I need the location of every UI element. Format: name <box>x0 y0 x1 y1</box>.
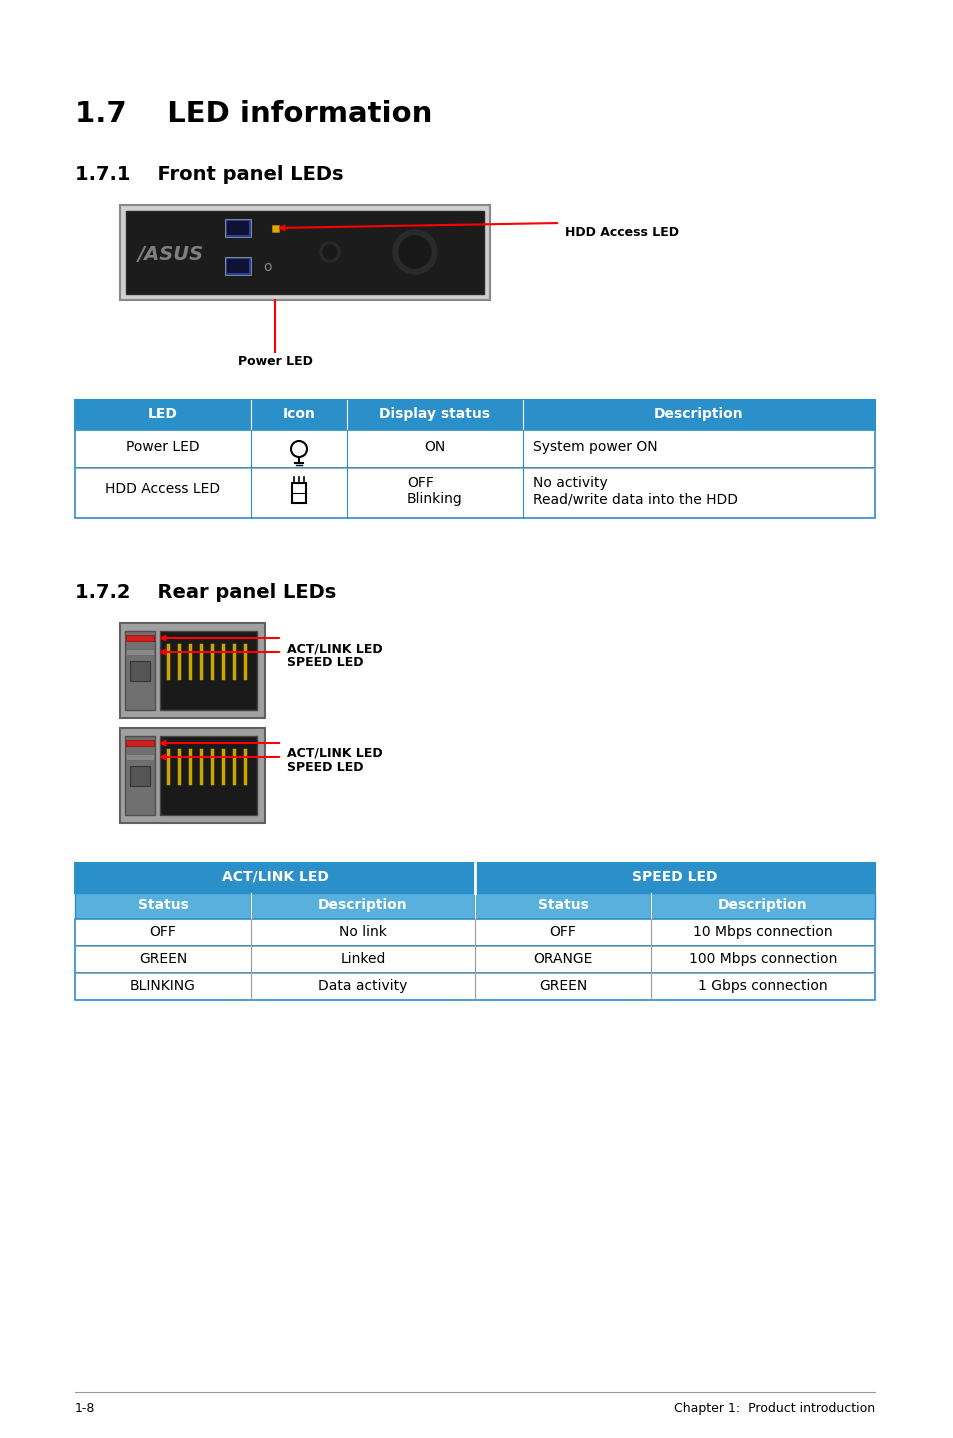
Text: BLINKING: BLINKING <box>130 979 195 994</box>
Bar <box>126 649 153 654</box>
Bar <box>120 623 265 718</box>
Text: Power LED: Power LED <box>237 355 313 368</box>
Text: SPEED LED: SPEED LED <box>632 870 717 884</box>
Bar <box>120 728 265 823</box>
Text: Icon: Icon <box>282 407 315 421</box>
Circle shape <box>323 244 336 259</box>
Bar <box>75 400 874 430</box>
Text: /ASUS: /ASUS <box>138 246 204 265</box>
Text: ACT/LINK LED: ACT/LINK LED <box>221 870 328 884</box>
Bar <box>272 224 278 232</box>
Bar <box>75 919 874 946</box>
Bar <box>120 206 490 301</box>
Bar <box>130 766 150 787</box>
Text: 1.7    LED information: 1.7 LED information <box>75 101 432 128</box>
Bar <box>251 893 475 919</box>
Text: 1.7.1    Front panel LEDs: 1.7.1 Front panel LEDs <box>75 165 343 184</box>
Text: No activity
Read/write data into the HDD: No activity Read/write data into the HDD <box>533 476 738 506</box>
Text: Display status: Display status <box>379 407 490 421</box>
Text: SPEED LED: SPEED LED <box>287 656 363 669</box>
Bar <box>75 893 251 919</box>
Bar <box>130 661 150 682</box>
Text: Description: Description <box>654 407 743 421</box>
Bar <box>227 221 249 234</box>
Circle shape <box>398 236 431 267</box>
Bar <box>126 636 153 641</box>
Text: 1 Gbps connection: 1 Gbps connection <box>698 979 827 994</box>
Text: OFF: OFF <box>549 925 576 939</box>
Text: Linked: Linked <box>340 952 385 966</box>
Text: ACT/LINK LED: ACT/LINK LED <box>287 641 382 654</box>
Bar <box>75 467 874 518</box>
Text: Description: Description <box>718 897 807 912</box>
Bar <box>650 893 874 919</box>
Text: No link: No link <box>338 925 387 939</box>
Bar <box>225 257 251 275</box>
Text: HDD Access LED: HDD Access LED <box>106 482 220 496</box>
Bar <box>126 741 153 746</box>
Bar <box>75 974 874 999</box>
Bar <box>292 483 306 503</box>
Text: 10 Mbps connection: 10 Mbps connection <box>693 925 832 939</box>
Bar <box>225 219 251 237</box>
Bar <box>75 863 475 893</box>
Bar <box>160 631 256 710</box>
Text: Description: Description <box>318 897 407 912</box>
Circle shape <box>319 242 339 262</box>
Text: OFF
Blinking: OFF Blinking <box>407 476 462 506</box>
Bar <box>475 863 874 893</box>
Bar <box>160 736 256 815</box>
Text: Status: Status <box>537 897 588 912</box>
Text: OFF: OFF <box>150 925 176 939</box>
Bar <box>125 736 154 815</box>
Text: Status: Status <box>137 897 189 912</box>
Circle shape <box>393 230 436 275</box>
Text: o: o <box>263 260 272 275</box>
Bar <box>126 754 153 761</box>
Text: 100 Mbps connection: 100 Mbps connection <box>688 952 837 966</box>
Bar <box>227 259 249 273</box>
Bar <box>126 211 483 293</box>
Text: Chapter 1:  Product introduction: Chapter 1: Product introduction <box>673 1402 874 1415</box>
Text: GREEN: GREEN <box>139 952 187 966</box>
Bar <box>75 946 874 974</box>
Text: 1-8: 1-8 <box>75 1402 95 1415</box>
Bar <box>75 430 874 467</box>
Bar <box>125 631 154 710</box>
Text: ORANGE: ORANGE <box>533 952 592 966</box>
Text: Data activity: Data activity <box>318 979 407 994</box>
Text: ON: ON <box>424 440 445 454</box>
Text: Power LED: Power LED <box>126 440 199 454</box>
Text: 1.7.2    Rear panel LEDs: 1.7.2 Rear panel LEDs <box>75 582 335 603</box>
Text: HDD Access LED: HDD Access LED <box>564 226 679 239</box>
Text: LED: LED <box>148 407 178 421</box>
Text: ACT/LINK LED: ACT/LINK LED <box>287 746 382 761</box>
Text: GREEN: GREEN <box>538 979 586 994</box>
Text: SPEED LED: SPEED LED <box>287 761 363 774</box>
Bar <box>475 893 650 919</box>
Text: System power ON: System power ON <box>533 440 657 454</box>
